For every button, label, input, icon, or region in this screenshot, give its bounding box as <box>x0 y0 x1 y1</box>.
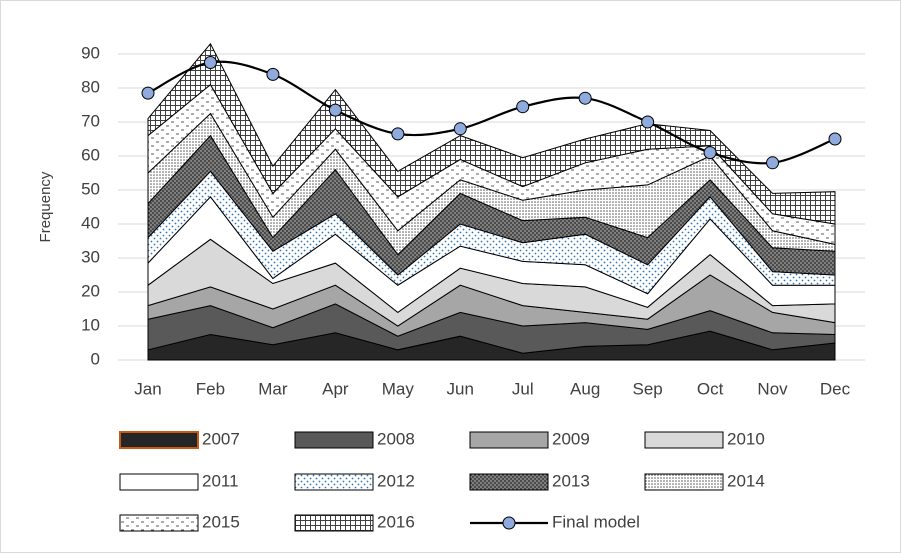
y-tick-label: 80 <box>81 77 100 96</box>
x-tick-label: May <box>382 379 415 398</box>
x-tick-label: Oct <box>697 379 724 398</box>
marker <box>641 115 655 129</box>
marker <box>203 56 217 69</box>
legend-label: 2015 <box>202 512 240 531</box>
marker <box>328 103 342 117</box>
x-tick-label: Apr <box>322 379 349 398</box>
legend-swatch <box>119 473 199 491</box>
legend-label: Final model <box>552 512 640 531</box>
legend-label: 2010 <box>727 429 765 448</box>
legend-swatch <box>119 431 199 449</box>
legend-swatch <box>644 473 724 491</box>
y-tick-label: 90 <box>81 43 100 62</box>
x-tick-label: Jun <box>447 379 474 398</box>
legend-swatch <box>469 431 549 449</box>
legend-swatch <box>294 431 374 449</box>
marker <box>516 100 530 114</box>
x-tick-label: Feb <box>196 379 225 398</box>
legend-swatch <box>469 473 549 491</box>
legend-label: 2016 <box>377 512 415 531</box>
marker <box>141 86 155 100</box>
x-tick-label: Mar <box>258 379 288 398</box>
legend-swatch <box>294 514 374 532</box>
legend-swatch <box>119 514 199 532</box>
line <box>147 60 836 165</box>
legend-label: 2007 <box>202 429 240 448</box>
x-tick-label: Dec <box>820 379 851 398</box>
y-tick-label: 70 <box>81 111 100 130</box>
x-tick-label: Jan <box>134 379 161 398</box>
legend-label: 2011 <box>202 471 239 490</box>
legend-label: 2014 <box>727 471 765 490</box>
x-tick-label: Aug <box>570 379 600 398</box>
marker <box>578 91 592 105</box>
marker <box>266 67 280 81</box>
legend-marker <box>502 516 516 530</box>
legend-swatch <box>644 431 724 449</box>
marker <box>391 127 405 141</box>
y-tick-label: 50 <box>81 179 100 198</box>
x-tick-label: Sep <box>633 379 663 398</box>
marker <box>828 132 842 146</box>
legend-label: 2013 <box>552 471 590 490</box>
x-tick-label: Jul <box>512 379 534 398</box>
marker <box>703 146 717 160</box>
marker <box>453 122 467 136</box>
marker <box>766 156 780 170</box>
y-tick-label: 30 <box>81 247 100 266</box>
y-tick-label: 20 <box>81 281 100 300</box>
y-tick-label: 10 <box>81 315 100 334</box>
y-tick-label: 0 <box>91 349 100 368</box>
x-tick-label: Nov <box>757 379 788 398</box>
y-tick-label: 60 <box>81 145 100 164</box>
legend-swatch <box>294 473 374 491</box>
legend-label: 2008 <box>377 429 415 448</box>
y-tick-label: 40 <box>81 213 100 232</box>
legend-label: 2009 <box>552 429 590 448</box>
y-axis-label: Frequency <box>37 171 54 242</box>
legend-label: 2012 <box>377 471 415 490</box>
